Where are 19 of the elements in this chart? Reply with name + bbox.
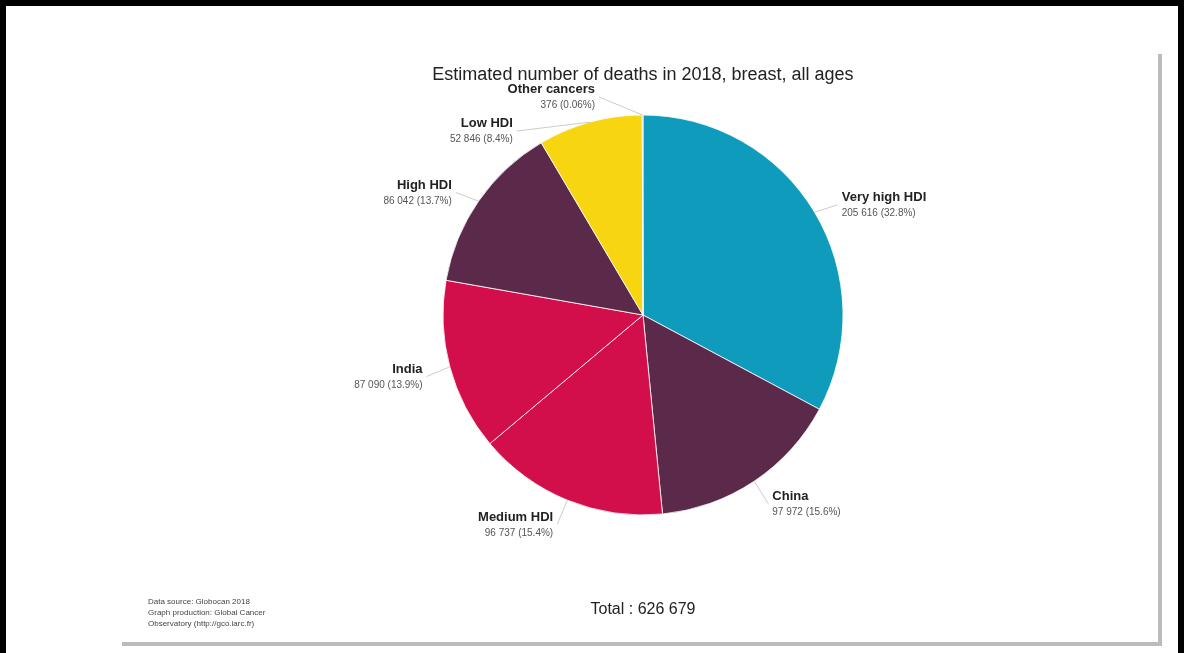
data-label: 376 (0.06%) xyxy=(540,99,596,110)
slice-label: Medium HDI xyxy=(478,508,554,524)
data-label: 52 846 (8.4%) xyxy=(449,133,513,144)
data-label: 87 090 (13.9%) xyxy=(354,378,423,390)
data-label: 97 972 (15.6%) xyxy=(772,505,841,517)
data-label: 96 737 (15.4%) xyxy=(484,526,554,538)
source-note: Data source: Globocan 2018 xyxy=(148,597,251,606)
slice-label: Very high HDI xyxy=(841,188,927,204)
slice-label: High HDI xyxy=(396,176,452,192)
text: Observatory (http://gco.iarc.fr) xyxy=(148,619,255,628)
data-label: 205 616 (32.8%) xyxy=(841,206,916,218)
chart-title: Estimated number of deaths in 2018, breast, all ages xyxy=(432,64,854,84)
slice-label: Low HDI xyxy=(460,115,513,130)
slice-label: China xyxy=(772,487,810,503)
text: Total : 626 679 xyxy=(590,600,696,617)
slice-label: India xyxy=(392,360,424,376)
text: Graph production: Global Cancer xyxy=(148,608,266,617)
slice-label: Other cancers xyxy=(507,81,596,96)
data-label: 86 042 (13.7%) xyxy=(383,194,452,206)
